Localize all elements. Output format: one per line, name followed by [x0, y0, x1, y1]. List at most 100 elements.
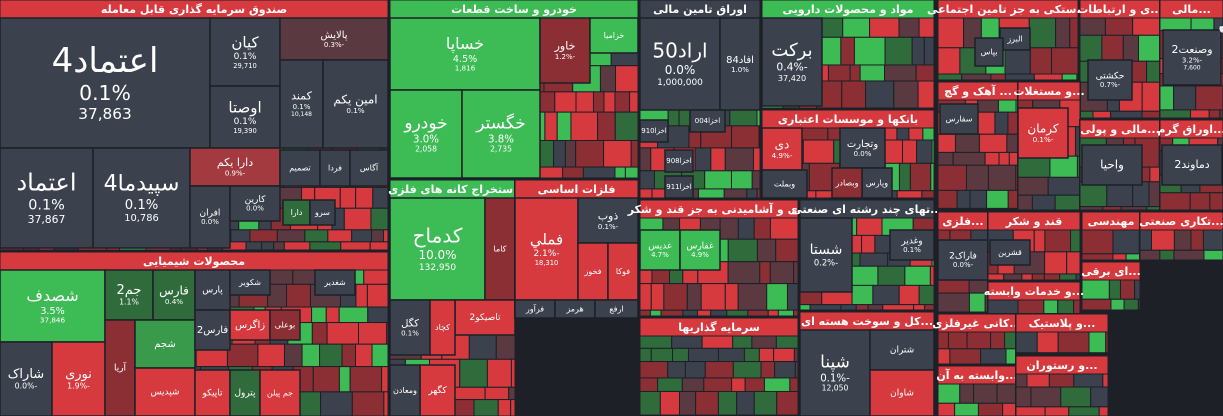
stock-name: فوکا [616, 267, 630, 276]
stock-name: شپدیس [151, 388, 180, 398]
stock-name: اخزا908 [666, 157, 692, 165]
stock-name: فردا [328, 164, 342, 173]
mini-tile [629, 91, 639, 113]
stock-name: اخزا911 [666, 183, 692, 191]
mini-tile [1044, 229, 1072, 253]
stock-name: غفارس [686, 241, 714, 251]
mini-tile [230, 229, 251, 243]
stock-name: وبصادر [835, 179, 859, 188]
mini-tile [1120, 206, 1148, 211]
mini-tile [562, 166, 584, 179]
sector-header [761, 0, 935, 19]
mini-tile [351, 229, 373, 243]
mini-tile [372, 186, 389, 209]
mini-tile [286, 283, 311, 308]
stock-tile [429, 299, 456, 356]
stock-name: کارین [245, 195, 266, 205]
sector-title: ...و رستوران [1026, 359, 1097, 372]
mini-tile [937, 279, 970, 294]
mini-tile [1057, 331, 1090, 354]
mini-tile [603, 139, 632, 168]
mini-tile [650, 283, 665, 311]
mini-tile [990, 73, 1006, 81]
mini-tile [1132, 17, 1161, 36]
mini-tile [309, 241, 342, 251]
mini-tile [744, 377, 765, 392]
mini-tile [727, 261, 761, 285]
mini-tile [1015, 373, 1028, 388]
mini-tile [961, 73, 992, 81]
stock-tile [664, 175, 694, 199]
mini-tile [704, 170, 732, 190]
mini-tile [990, 331, 1006, 350]
mini-tile [901, 139, 918, 164]
sector-header [639, 317, 799, 337]
stock-change: 3.5% [40, 306, 64, 317]
mini-tile [1102, 373, 1109, 388]
stock-volume: 18,310 [535, 259, 559, 267]
mini-tile [917, 80, 935, 109]
mini-tile [937, 348, 951, 365]
mini-tile [301, 343, 321, 368]
stock-tile [719, 17, 761, 111]
sector-title: ...ستکی به جز تامین اجتماعی [927, 3, 1089, 16]
mini-tile [369, 241, 389, 251]
mini-tile [1106, 181, 1134, 208]
watermark: تابناک [1218, 13, 1223, 38]
mini-tile [855, 304, 869, 311]
mini-tile [1073, 373, 1104, 388]
sector-header [987, 211, 1081, 231]
stock-name: زاگرس [235, 319, 265, 331]
mini-tile [694, 147, 712, 172]
stock-name: دارا [291, 208, 303, 217]
stock-change: 0.1% [903, 246, 921, 254]
sector-header [1159, 119, 1223, 139]
stock-change: 3.8% [488, 134, 514, 145]
mini-tile [1102, 206, 1122, 211]
sector-title: ...و خدمات وابسته [984, 285, 1084, 298]
stock-tile [1081, 144, 1143, 186]
mini-tile [1159, 85, 1175, 111]
stock-change: -1.2% [555, 53, 576, 61]
mini-tile [468, 332, 497, 360]
stock-name: وبملت [774, 180, 795, 189]
mini-tile [737, 217, 755, 240]
stock-name: افاد84 [726, 55, 754, 66]
stock-name: فرآور [525, 304, 544, 314]
stock-tile [194, 309, 231, 351]
mini-tile [930, 162, 935, 192]
mini-tile [1146, 206, 1161, 211]
mini-tile [273, 241, 285, 251]
stock-name: فخوز [584, 267, 602, 276]
mini-tile [931, 139, 935, 164]
mini-tile [731, 377, 746, 392]
mini-tile [1146, 60, 1161, 83]
stock-name: شپنا [820, 353, 850, 373]
mini-tile [341, 343, 356, 368]
mini-tile [1033, 73, 1063, 81]
stock-name: وصنعت2 [1171, 43, 1212, 56]
mini-tile [701, 335, 734, 349]
stock-tile [689, 109, 726, 133]
stock-name: سپیدما4 [104, 172, 180, 197]
stock-name: پالایش [320, 30, 347, 41]
mini-tile [751, 170, 761, 190]
stock-change: 1.1% [119, 297, 139, 306]
mini-tile [1081, 253, 1114, 261]
stock-change: 0.0% [665, 63, 696, 77]
mini-tile [1134, 279, 1141, 300]
stock-tile [389, 89, 463, 179]
sector-header [1015, 313, 1109, 333]
mini-tile [659, 390, 681, 416]
mini-tile [921, 190, 935, 199]
mini-tile [553, 139, 566, 168]
sector-header [1081, 261, 1141, 281]
stock-change: 10.0% [418, 248, 456, 262]
mini-tile [884, 64, 917, 82]
stock-change: 0.0% [201, 218, 219, 226]
mini-tile [1031, 273, 1045, 281]
mini-tile [1075, 273, 1081, 281]
stock-tile [229, 369, 261, 416]
mini-tile [1068, 406, 1100, 416]
mini-tile [973, 383, 998, 404]
